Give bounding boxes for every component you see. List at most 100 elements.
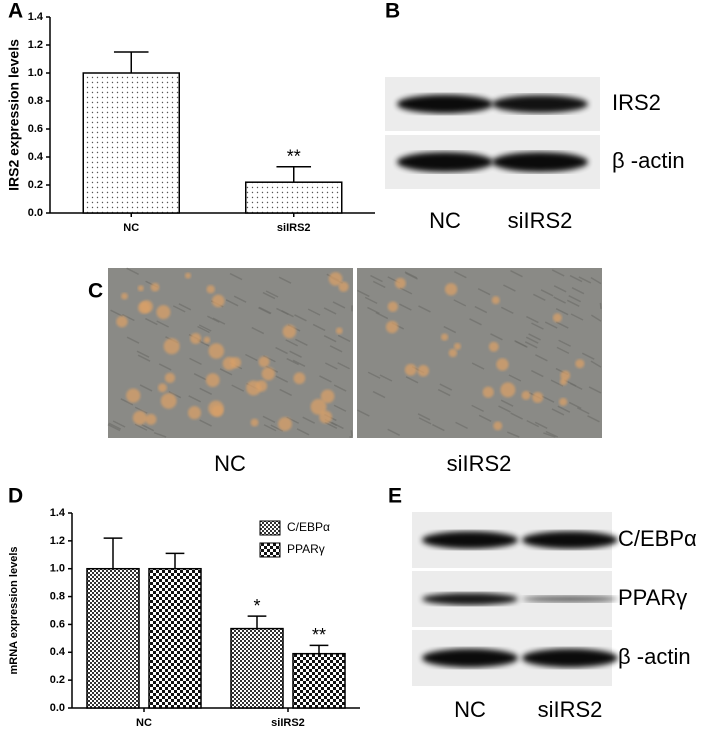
lipid-cell [283,325,297,339]
lipid-cell [418,365,430,377]
blot-row-label: β -actin [618,644,691,669]
lipid-cell [559,398,567,406]
y-tick-label: 0.0 [28,207,43,219]
lipid-cell [126,388,140,402]
y-tick-label: 1.0 [50,563,65,575]
lipid-cell [138,302,150,314]
y-axis-label: IRS2 expression levels [6,39,22,191]
blot-row-label: PPARγ [618,585,687,610]
lipid-cell [206,373,220,387]
bar [149,569,201,708]
significance: * [253,596,260,616]
lipid-cell [386,321,398,333]
cell-texture [351,430,352,436]
lane-label: siIRS2 [508,208,573,233]
lipid-cell [395,278,406,289]
y-tick-label: 0.4 [28,151,44,163]
y-tick-label: 0.4 [50,646,66,658]
lipid-cell [145,414,156,425]
y-tick-label: 0.8 [28,95,43,107]
lipid-cell [262,367,275,380]
lipid-cell [388,301,398,311]
y-tick-label: 0.6 [50,618,65,630]
blot-band [422,649,518,668]
y-tick-label: 0.2 [28,179,43,191]
lipid-cell [256,380,267,391]
y-tick-label: 1.2 [28,39,43,51]
lane-label: NC [429,208,461,233]
lipid-cell [560,378,567,385]
x-tick-label: siIRS2 [277,222,311,234]
lipid-cell [449,349,457,357]
bar [83,73,179,213]
lipid-cell [207,285,215,293]
lipid-cell [454,343,461,350]
lipid-cell [441,333,448,340]
blot-row-label: IRS2 [612,90,661,115]
lane-label: siIRS2 [538,697,603,722]
lipid-cell [339,282,349,292]
blot-band [522,596,618,602]
legend-label: PPARγ [287,542,325,556]
lipid-cell [185,273,191,279]
lipid-cell [188,406,201,419]
blot-band [422,531,518,549]
lipid-cell [259,356,270,367]
significance: ** [312,625,326,645]
panel-label: C [88,280,103,303]
lipid-cell [121,293,128,300]
y-tick-label: 0.6 [28,123,43,135]
lipid-cell [483,387,494,398]
lipid-cell [251,419,259,427]
y-tick-label: 0.2 [50,674,65,686]
lipid-cell [223,357,236,370]
lipid-cell [278,417,292,431]
y-tick-label: 1.4 [28,11,44,23]
blot-band [522,531,618,549]
lipid-cell [156,305,170,319]
cell-texture [600,303,601,309]
lane-label: NC [454,697,486,722]
y-axis-label: mRNA expression levels [8,547,20,675]
lipid-cell [496,358,508,370]
blot-row-label: C/EBPα [618,526,697,551]
micrograph-caption: NC [214,451,246,476]
blot-band [422,593,518,605]
blot-band [522,649,618,668]
x-tick-label: NC [136,717,152,729]
y-tick-label: 1.0 [28,67,43,79]
micrograph [357,268,602,438]
panel-label: A [8,0,23,23]
lipid-cell [212,405,224,417]
micrograph-caption: siIRS2 [447,451,512,476]
lipid-cell [161,393,177,409]
significance: ** [287,147,301,167]
lipid-cell [133,411,147,425]
blot-band [397,95,493,114]
legend-swatch [260,543,280,557]
lipid-cell [212,295,225,308]
lipid-cell [158,383,167,392]
lipid-cell [336,327,343,334]
lipid-cell [116,316,127,327]
lipid-cell [151,283,160,292]
legend-label: C/EBPα [287,520,330,534]
y-tick-label: 1.4 [50,507,66,519]
lipid-cell [311,399,327,415]
lipid-cell [164,338,180,354]
blot-band [397,152,493,172]
lipid-cell [532,392,543,403]
panel-label: D [8,485,23,508]
lipid-cell [500,382,515,397]
lipid-cell [489,342,499,352]
lipid-cell [209,343,225,359]
bar [246,182,342,213]
bar [231,629,283,708]
lipid-cell [190,333,201,344]
x-tick-label: NC [123,222,139,234]
blot-band [492,152,588,172]
lipid-cell [522,391,531,400]
lipid-cell [405,364,417,376]
lipid-cell [445,283,457,295]
